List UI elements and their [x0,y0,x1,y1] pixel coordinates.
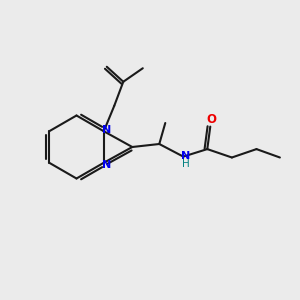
Text: H: H [182,159,190,169]
Text: O: O [206,113,216,126]
Text: N: N [102,160,111,170]
Text: N: N [181,151,190,161]
Text: N: N [102,125,111,135]
